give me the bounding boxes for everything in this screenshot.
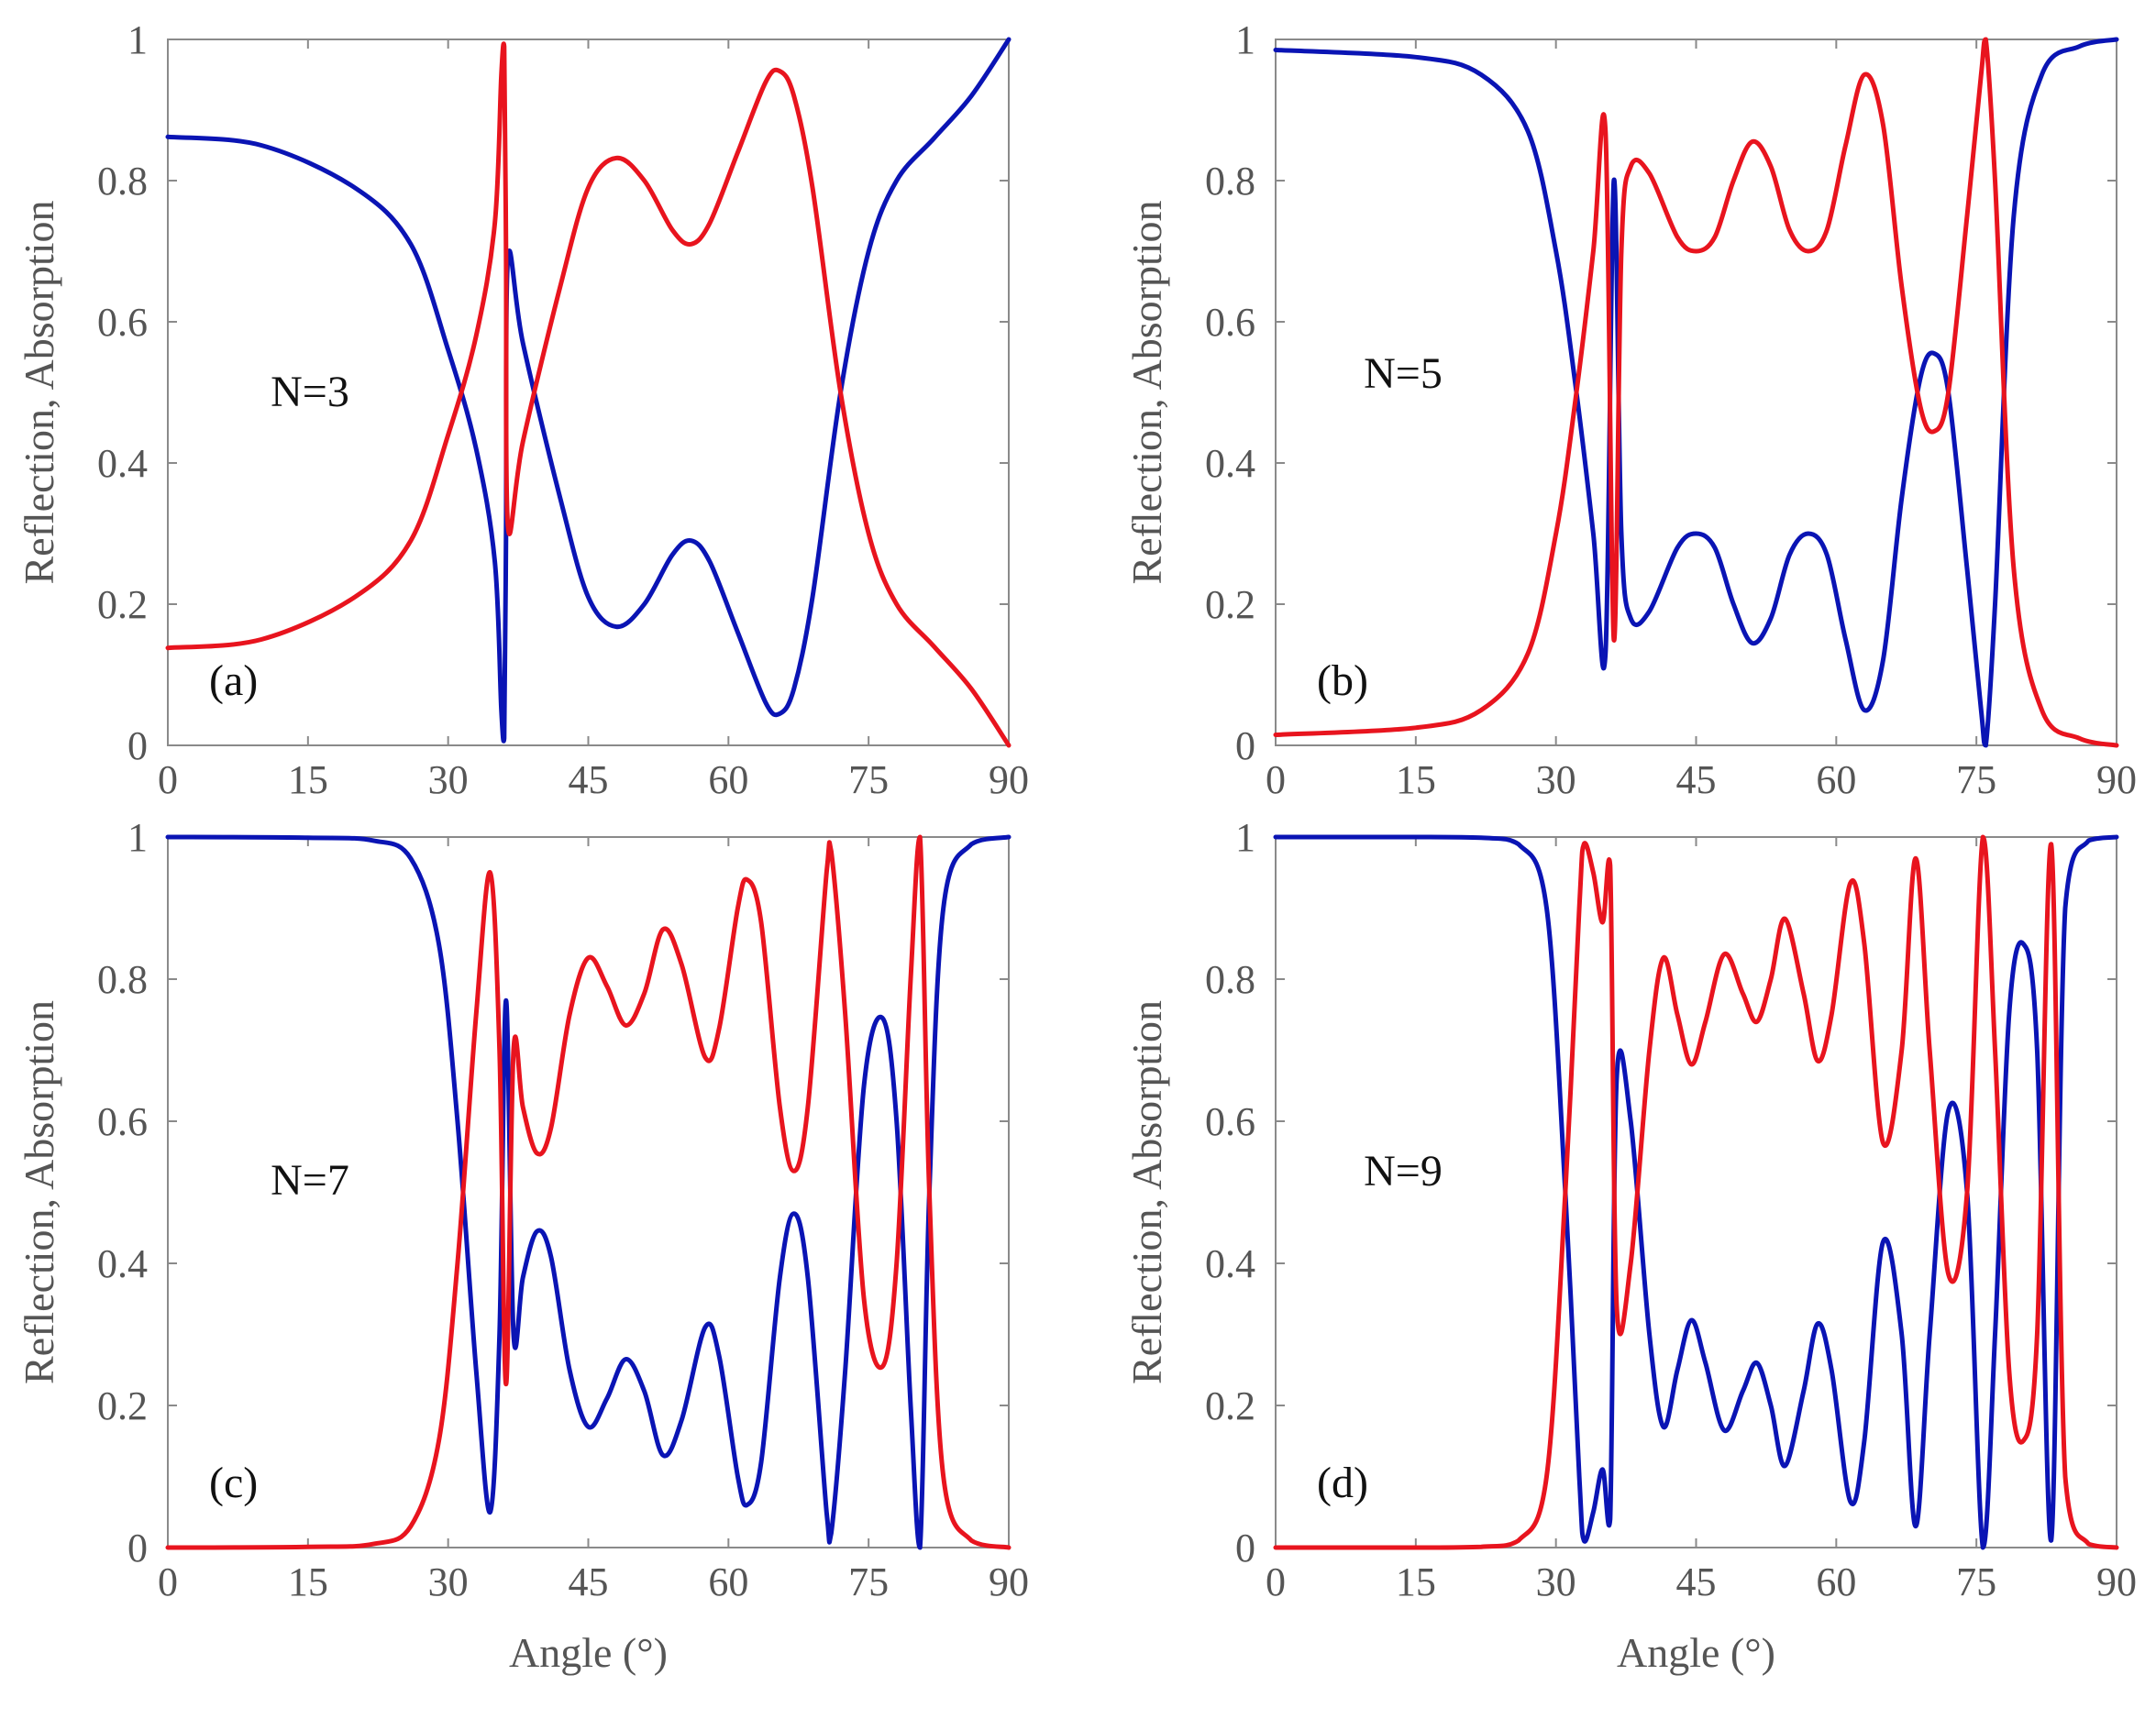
panel-label: (c)	[209, 1459, 258, 1507]
y-tick-label: 1	[1235, 815, 1255, 860]
y-tick-label: 0	[1235, 723, 1255, 768]
series-line-absorption	[165, 41, 1012, 748]
y-tick-label: 0.4	[97, 1241, 148, 1286]
x-tick-label: 75	[848, 1559, 889, 1604]
y-tick-label: 1	[1235, 17, 1255, 62]
series-line-absorption	[165, 834, 1012, 1550]
annotation-n: N=3	[271, 368, 349, 416]
x-tick-label: 60	[708, 1559, 748, 1604]
annotation-n: N=5	[1364, 349, 1443, 398]
panel-label: (d)	[1317, 1459, 1368, 1507]
series-line-reflection	[165, 37, 1012, 744]
x-tick-label: 75	[1956, 757, 1996, 802]
y-axis-title: Reflection, Absorption	[16, 200, 62, 584]
y-tick-label: 0.6	[97, 300, 148, 345]
y-axis-title: Reflection, Absorption	[1123, 200, 1170, 584]
panel-label: (b)	[1317, 656, 1368, 705]
x-tick-label: 0	[158, 1559, 178, 1604]
x-tick-label: 30	[1536, 757, 1576, 802]
chart-panel-3: 0 15 30 45 60 75 90 0 0.2 0.4 0.6 0.8 1 Reflection, A…	[16, 815, 1029, 1676]
x-tick-label: 0	[158, 757, 178, 802]
x-tick-label: 60	[1816, 757, 1856, 802]
x-tick-label: 90	[2096, 1559, 2137, 1604]
y-tick-label: 0.2	[97, 582, 148, 627]
series-line-absorption	[1273, 834, 2119, 1550]
y-tick-label: 0.2	[1205, 582, 1255, 627]
chart-panel-4: 0 15 30 45 60 75 90 0 0.2 0.4 0.6 0.8 1 Reflection, A…	[1123, 815, 2137, 1676]
x-tick-label: 15	[1396, 757, 1436, 802]
y-tick-label: 0.8	[1205, 159, 1255, 204]
x-tick-label: 30	[1536, 1559, 1576, 1604]
x-axis-title: Angle (°)	[509, 1629, 668, 1676]
y-tick-label: 1	[127, 815, 148, 860]
y-tick-label: 0.2	[97, 1383, 148, 1428]
chart-panel-2: 0 15 30 45 60 75 90 0 0.2 0.4 0.6 0.8 1 Reflection, A…	[1123, 17, 2137, 802]
y-tick-label: 0.6	[1205, 1099, 1255, 1144]
y-tick-label: 0.4	[1205, 441, 1255, 486]
annotation-n: N=7	[271, 1156, 349, 1205]
x-tick-label: 30	[428, 757, 469, 802]
y-tick-label: 0.6	[97, 1099, 148, 1144]
panel-label: (a)	[209, 656, 258, 705]
y-axis-title: Reflection, Absorption	[16, 1000, 62, 1384]
y-tick-label: 0.8	[1205, 957, 1255, 1002]
x-tick-label: 75	[848, 757, 889, 802]
y-tick-label: 0.8	[97, 159, 148, 204]
x-tick-label: 15	[1396, 1559, 1436, 1604]
x-tick-label: 90	[989, 1559, 1029, 1604]
x-tick-label: 75	[1956, 1559, 1996, 1604]
series-line-absorption	[1273, 37, 2119, 748]
x-tick-label: 90	[2096, 757, 2137, 802]
x-tick-label: 90	[989, 757, 1029, 802]
series-line-reflection	[1273, 834, 2119, 1550]
x-tick-label: 60	[1816, 1559, 1856, 1604]
annotation-n: N=9	[1364, 1147, 1443, 1196]
y-tick-label: 0.8	[97, 957, 148, 1002]
x-axis-title: Angle (°)	[1617, 1629, 1775, 1676]
chart-panel-1: 0 15 30 45 60 75 90 0 0.2 0.4 0.6 0.8 1 Reflection, A…	[16, 17, 1029, 802]
x-tick-label: 0	[1266, 1559, 1286, 1604]
x-tick-label: 45	[569, 1559, 609, 1604]
y-tick-label: 0.6	[1205, 300, 1255, 345]
y-tick-label: 0.4	[1205, 1241, 1255, 1286]
y-tick-label: 1	[127, 17, 148, 62]
x-tick-label: 45	[1676, 757, 1717, 802]
y-tick-label: 0.2	[1205, 1383, 1255, 1428]
x-tick-label: 15	[288, 1559, 328, 1604]
y-tick-label: 0	[127, 723, 148, 768]
x-tick-label: 45	[569, 757, 609, 802]
series-line-reflection	[1273, 37, 2119, 748]
x-tick-label: 0	[1266, 757, 1286, 802]
x-tick-label: 30	[428, 1559, 469, 1604]
x-tick-label: 60	[708, 757, 748, 802]
y-tick-label: 0	[1235, 1526, 1255, 1570]
x-tick-label: 15	[288, 757, 328, 802]
y-axis-title: Reflection, Absorption	[1123, 1000, 1170, 1384]
y-tick-label: 0	[127, 1526, 148, 1570]
y-tick-label: 0.4	[97, 441, 148, 486]
x-tick-label: 45	[1676, 1559, 1717, 1604]
